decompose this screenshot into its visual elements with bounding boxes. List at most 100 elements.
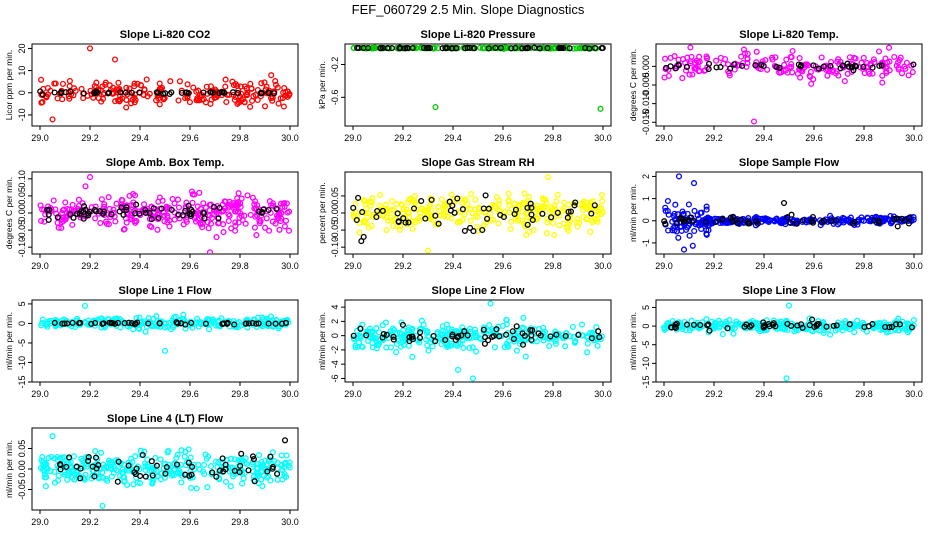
scatter-panel-5: Slope Gas Stream RH 29.0 29.2 29.4 29.6 29.8 3… (317, 157, 612, 271)
y-tick-label: -0.05 (330, 220, 340, 241)
data-point (673, 220, 680, 227)
data-point (490, 216, 497, 223)
data-point (744, 55, 751, 62)
data-point (257, 90, 264, 97)
data-point (809, 213, 816, 221)
x-tick-label: 29.8 (544, 261, 562, 271)
data-point (662, 55, 669, 62)
x-tick-label: 29.8 (544, 133, 562, 143)
data-point (662, 204, 669, 211)
data-point (377, 45, 384, 52)
data-point (278, 209, 285, 216)
data-point (275, 100, 282, 107)
data-point (238, 450, 245, 457)
data-point (175, 204, 183, 211)
scatter-panel-1: Slope Li-820 CO2 29.0 29.2 29.4 29.6 29.8 30.0… (4, 29, 299, 143)
data-point (278, 452, 285, 459)
data-point (239, 96, 247, 103)
data-point (222, 466, 229, 473)
data-point (383, 214, 391, 221)
data-point (38, 76, 45, 83)
data-point (441, 203, 448, 210)
data-point (274, 459, 281, 466)
data-point (277, 95, 284, 102)
data-point (665, 320, 672, 327)
data-point (133, 201, 140, 208)
data-point (405, 342, 412, 349)
series-all-magenta (37, 174, 293, 254)
data-point (596, 334, 603, 341)
data-point (390, 336, 397, 343)
data-point (409, 353, 416, 360)
data-point (598, 191, 606, 198)
data-point (672, 321, 679, 328)
plot-frame (655, 171, 923, 255)
x-tick-label: 29.8 (855, 389, 873, 399)
data-point (178, 89, 185, 96)
data-point (460, 344, 467, 352)
data-point (363, 332, 370, 339)
data-point (281, 223, 288, 230)
data-point (350, 204, 357, 211)
data-point (365, 44, 372, 52)
data-point (482, 192, 489, 199)
x-tick-label: 29.0 (655, 389, 673, 399)
data-point (579, 45, 586, 52)
data-point (677, 223, 684, 230)
data-point (187, 212, 194, 220)
data-point (172, 313, 179, 320)
points-layer (38, 302, 292, 354)
data-point (119, 466, 126, 473)
data-point (785, 302, 793, 309)
data-point (570, 45, 577, 52)
data-point (768, 54, 776, 61)
data-point (544, 219, 551, 226)
data-point (507, 225, 514, 233)
data-point (560, 205, 567, 212)
x-tick-label: 29.0 (655, 261, 673, 271)
data-point (284, 88, 291, 95)
plot-frame (31, 43, 299, 127)
data-point (454, 366, 462, 373)
data-point (500, 213, 507, 221)
data-point (875, 217, 882, 224)
data-point (183, 216, 190, 223)
data-point (424, 328, 431, 335)
data-point (70, 85, 78, 92)
data-point (244, 192, 251, 199)
data-point (205, 225, 212, 232)
x-tick-label: 29.0 (655, 133, 673, 143)
data-point (208, 96, 215, 103)
y-axis-label: degrees C per min. (628, 49, 638, 121)
data-point (772, 54, 779, 61)
x-tick-label: 30.0 (594, 389, 612, 399)
data-point (660, 324, 668, 331)
panel-title: Slope Amb. Box Temp. (106, 157, 225, 169)
data-point (235, 190, 242, 197)
data-point (220, 207, 227, 214)
y-tick-label: 5 (641, 305, 651, 310)
data-point (164, 449, 171, 456)
data-point (146, 90, 153, 97)
series-selected-black (44, 201, 280, 223)
data-point (519, 217, 526, 224)
data-point (384, 217, 392, 224)
data-point (690, 180, 698, 187)
data-point (820, 329, 827, 336)
data-point (122, 89, 129, 96)
data-point (128, 100, 135, 107)
data-point (449, 331, 456, 338)
data-point (721, 321, 728, 328)
y-tick-label: 2 (641, 174, 651, 179)
data-point (487, 300, 494, 307)
x-tick-label: 29.8 (231, 133, 249, 143)
data-point (524, 204, 531, 211)
data-point (503, 316, 510, 323)
data-point (482, 334, 489, 341)
data-point (70, 214, 77, 221)
data-point (186, 99, 193, 106)
data-point (489, 333, 496, 340)
data-point (49, 433, 56, 440)
scatter-panel-6: Slope Sample Flow 29.0 29.2 29.4 29.6 29.8 30.… (628, 157, 923, 271)
data-point (145, 320, 152, 327)
